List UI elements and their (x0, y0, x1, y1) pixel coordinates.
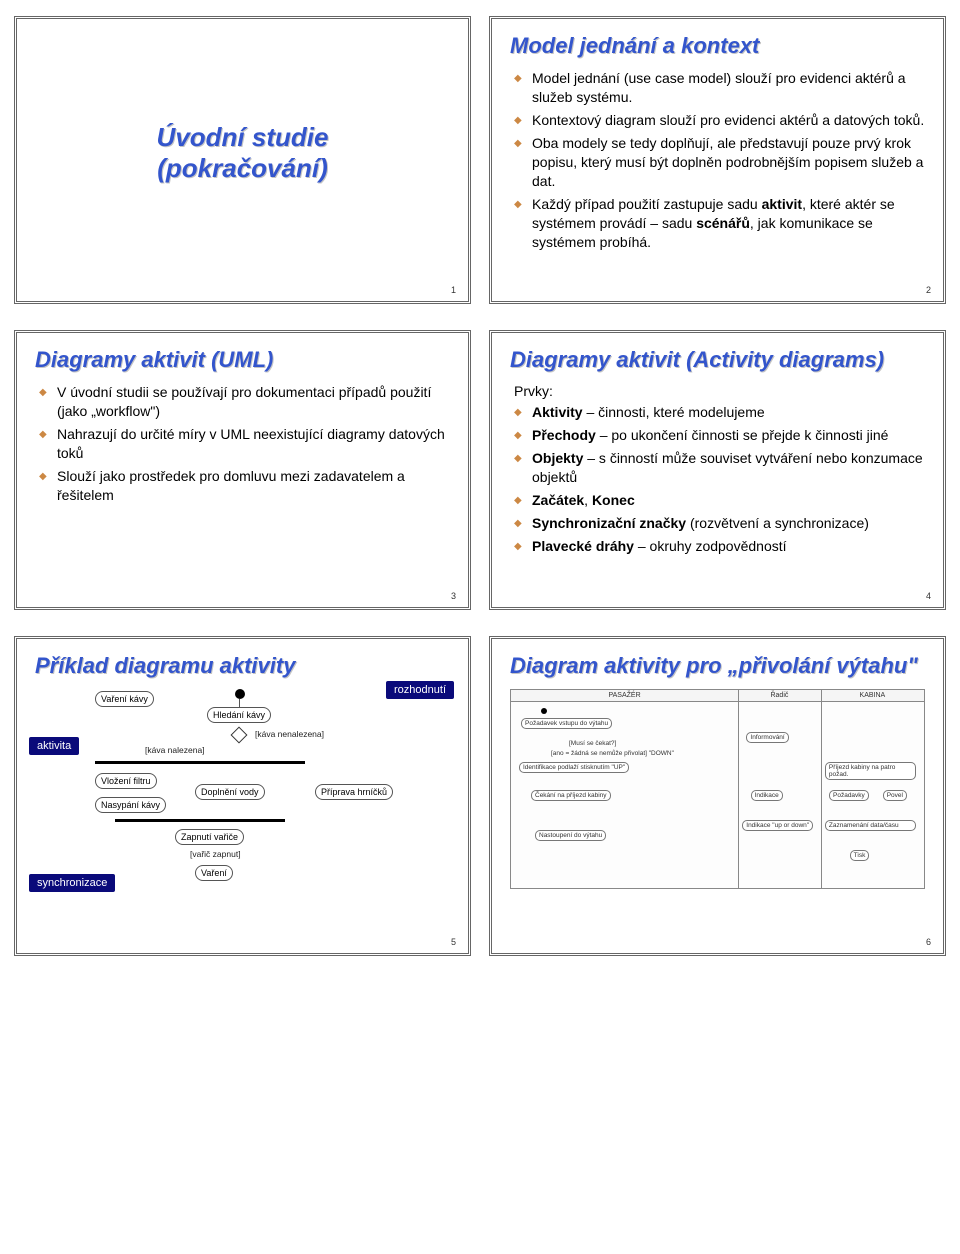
box-vareni-kavy: Vaření kávy (95, 691, 154, 707)
bullet: Každý případ použití zastupuje sadu akti… (514, 195, 925, 252)
start-dot (235, 689, 245, 699)
slide-5-title: Příklad diagramu aktivity (35, 653, 450, 679)
box-vlozeni-filtru: Vložení filtru (95, 773, 157, 789)
box-indikace-updown: Indikace "up or down" (742, 820, 813, 831)
lane-kabina: KABINA (821, 690, 924, 702)
slide-1-body: Úvodní studie (pokračování) (35, 33, 450, 273)
bullet: Kontextový diagram slouží pro evidenci a… (514, 111, 925, 130)
cond-varic-zapnut: [vařič zapnut] (190, 849, 241, 859)
slide-3: Diagramy aktivit (UML) V úvodní studii s… (14, 330, 471, 610)
cond-down: [ano = žádná se nemůže přivolat] "DOWN" (551, 750, 674, 757)
box-pozadavky: Požadavky (829, 790, 869, 801)
box-nasypani-kavy: Nasypání kávy (95, 797, 166, 813)
slide-2: Model jednání a kontext Model jednání (u… (489, 16, 946, 304)
box-indikace: Indikace (751, 790, 783, 801)
swimlane-diagram: PASAŽÉR Řadič KABINA Požadavek vstupu do… (510, 689, 925, 889)
label-aktivita: aktivita (29, 737, 79, 755)
start-dot (541, 708, 547, 714)
bullet: V úvodní studii se používají pro dokumen… (39, 383, 450, 421)
title-line-1: Úvodní studie (157, 122, 329, 152)
slide-number: 5 (451, 937, 456, 947)
box-vareni: Vaření (195, 865, 233, 881)
box-prijezd-kabiny: Příjezd kabiny na patro požad. (825, 762, 916, 780)
text: – po ukončení činnosti se přejde k činno… (596, 427, 889, 443)
edge (239, 699, 240, 707)
box-povel: Povel (883, 790, 907, 801)
sync-bar (115, 819, 285, 822)
lane-divider (738, 690, 739, 888)
slide-3-title: Diagramy aktivit (UML) (35, 347, 450, 373)
bold: Konec (592, 492, 635, 508)
bold: scénářů (696, 215, 750, 231)
bold: Aktivity (532, 404, 583, 420)
bullet: Objekty – s činností může souviset vytvá… (514, 449, 925, 487)
text: – s činností může souviset vytváření neb… (532, 450, 923, 485)
box-nastoupeni: Nastoupení do výtahu (535, 830, 606, 841)
cond-nenalezena: [káva nenalezena] (255, 729, 324, 739)
slide-1-title: Úvodní studie (pokračování) (157, 122, 329, 184)
box-informovani: Informování (746, 732, 788, 743)
box-priprava-hrnicku: Příprava hrníčků (315, 784, 393, 800)
bold: Přechody (532, 427, 596, 443)
cond-nalezena: [káva nalezena] (145, 745, 205, 755)
slide-6-title: Diagram aktivity pro „přivolání výtahu" (510, 653, 925, 679)
bullet: Začátek, Konec (514, 491, 925, 510)
slide-number: 6 (926, 937, 931, 947)
slide-number: 3 (451, 591, 456, 601)
slide-5: Příklad diagramu aktivity aktivita rozho… (14, 636, 471, 956)
bold: Plavecké dráhy (532, 538, 634, 554)
box-tisk: Tisk (850, 850, 870, 861)
box-hledani-kavy: Hledání kávy (207, 707, 271, 723)
slide-6: Diagram aktivity pro „přivolání výtahu" … (489, 636, 946, 956)
box-pozadavek-vstupu: Požadavek vstupu do výtahu (521, 718, 612, 729)
slide-number: 1 (451, 285, 456, 295)
slide-1: Úvodní studie (pokračování) 1 (14, 16, 471, 304)
bullet: Plavecké dráhy – okruhy zodpovědností (514, 537, 925, 556)
title-line-2: (pokračování) (157, 153, 328, 183)
box-zaznamenani: Zaznamenání data/času (825, 820, 916, 831)
text: – okruhy zodpovědností (634, 538, 787, 554)
slide-4-list: Aktivity – činnosti, které modelujeme Př… (510, 403, 925, 555)
slide-number: 4 (926, 591, 931, 601)
bullet: Aktivity – činnosti, které modelujeme (514, 403, 925, 422)
activity-diagram: aktivita rozhodnutí synchronizace Vaření… (35, 689, 450, 889)
sync-bar (95, 761, 305, 764)
box-doplneni-vody: Doplnění vody (195, 784, 265, 800)
text: (rozvětvení a synchronizace) (686, 515, 869, 531)
slide-number: 2 (926, 285, 931, 295)
bullet: Synchronizační značky (rozvětvení a sync… (514, 514, 925, 533)
label-synchronizace: synchronizace (29, 874, 115, 892)
decision-diamond (231, 727, 248, 744)
lane-divider (821, 690, 822, 888)
slide-4-title: Diagramy aktivit (Activity diagrams) (510, 347, 925, 373)
bold: aktivit (762, 196, 802, 212)
box-cekani-prijezd: Čekání na příjezd kabiny (531, 790, 611, 801)
bullet: Nahrazují do určité míry v UML neexistuj… (39, 425, 450, 463)
slide-4-subhead: Prvky: (514, 383, 925, 399)
bold: Synchronizační značky (532, 515, 686, 531)
cond-musi-cekat: [Musí se čekat?] (569, 740, 616, 747)
slide-2-list: Model jednání (use case model) slouží pr… (510, 69, 925, 251)
lane-pasazer: PASAŽÉR (511, 690, 738, 702)
bullet: Slouží jako prostředek pro domluvu mezi … (39, 467, 450, 505)
lane-radic: Řadič (738, 690, 821, 702)
text: Každý případ použití zastupuje sadu (532, 196, 762, 212)
slide-2-title: Model jednání a kontext (510, 33, 925, 59)
label-rozhodnuti: rozhodnutí (386, 681, 454, 699)
slide-4: Diagramy aktivit (Activity diagrams) Prv… (489, 330, 946, 610)
bold: Začátek (532, 492, 584, 508)
slide-3-list: V úvodní studii se používají pro dokumen… (35, 383, 450, 504)
box-zapnuti-varice: Zapnutí vařiče (175, 829, 244, 845)
bold: Objekty (532, 450, 583, 466)
text: , (584, 492, 592, 508)
bullet: Oba modely se tedy doplňují, ale předsta… (514, 134, 925, 191)
bullet: Model jednání (use case model) slouží pr… (514, 69, 925, 107)
bullet: Přechody – po ukončení činnosti se přejd… (514, 426, 925, 445)
text: – činnosti, které modelujeme (583, 404, 765, 420)
box-identifikace-up: Identifikace podlaží stisknutím "UP" (519, 762, 629, 773)
